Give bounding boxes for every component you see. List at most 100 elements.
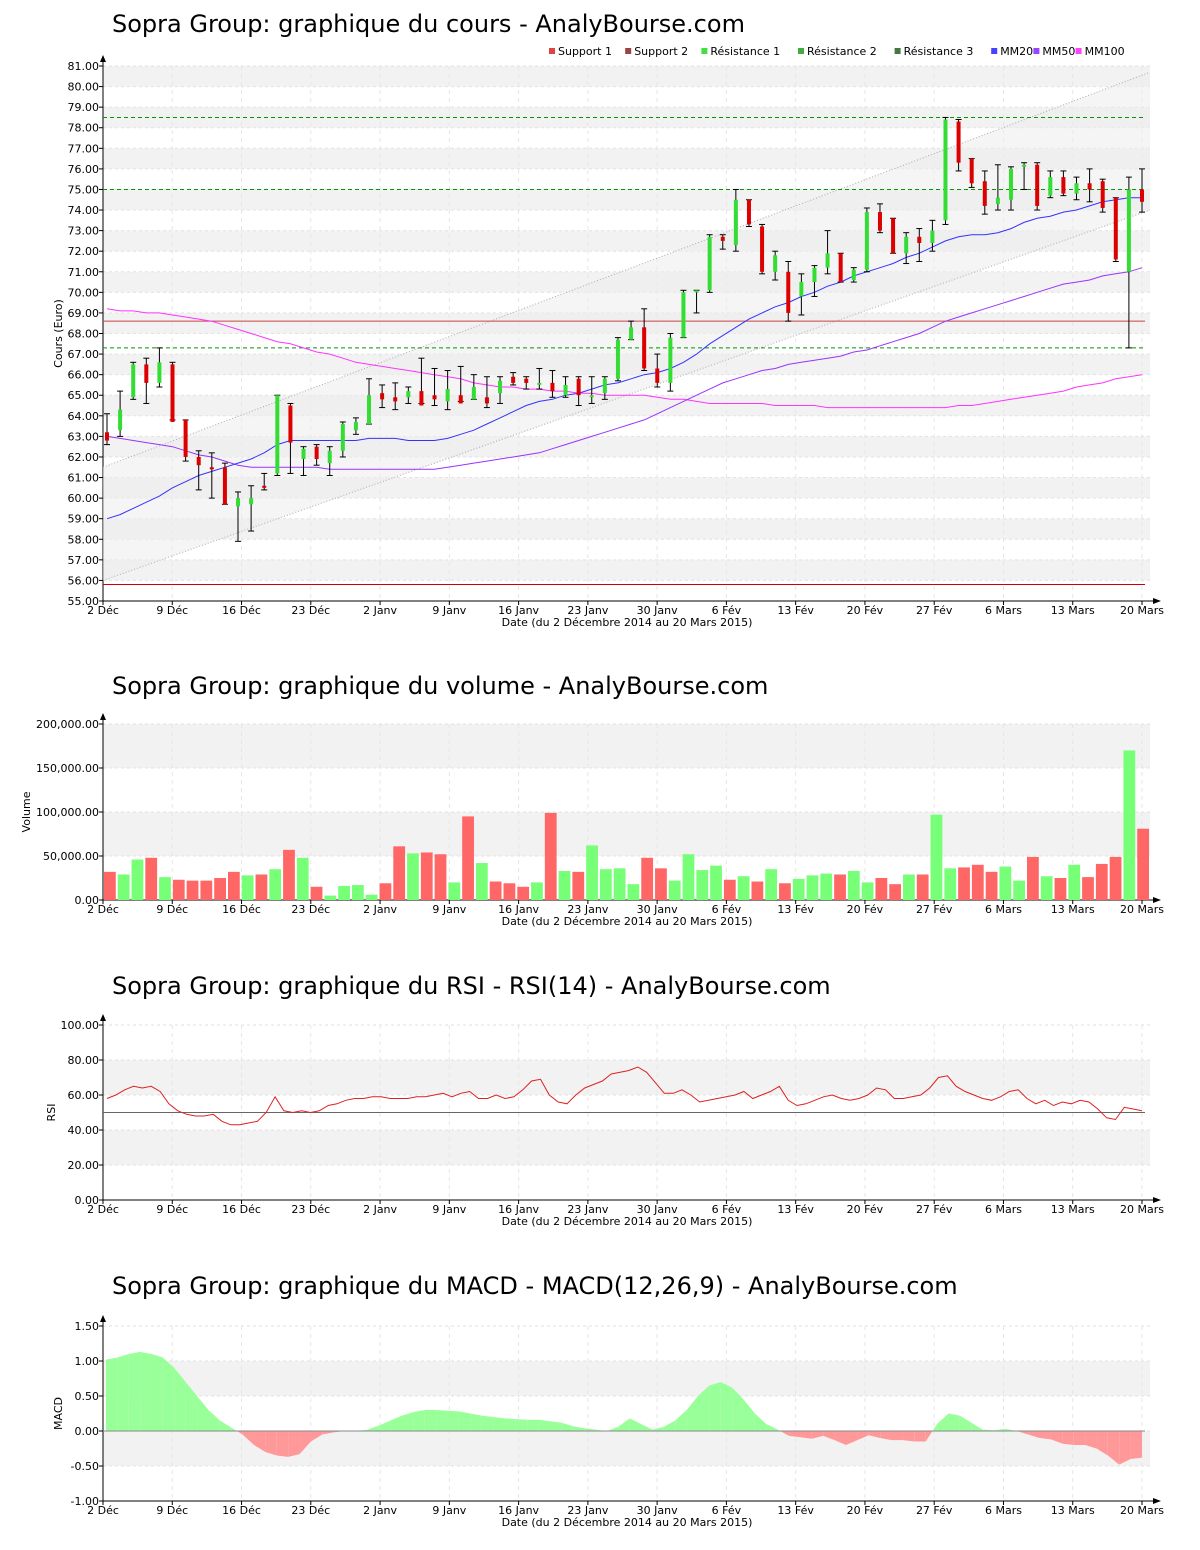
candle-down bbox=[222, 467, 227, 505]
macd-area-positive bbox=[766, 1424, 778, 1431]
volume-bar bbox=[283, 849, 295, 900]
candle-down bbox=[105, 432, 109, 441]
x-tick-label: 23 Déc bbox=[291, 1203, 330, 1216]
y-tick-label: 60.00 bbox=[68, 492, 100, 505]
y-tick-label: 61.00 bbox=[68, 472, 100, 485]
macd-area-negative bbox=[834, 1431, 846, 1445]
y-tick-label: 81.00 bbox=[68, 60, 100, 73]
x-axis-arrow bbox=[1153, 1498, 1161, 1504]
macd-area-positive bbox=[948, 1413, 960, 1431]
candle-up bbox=[602, 378, 607, 394]
y-tick-label: 58.00 bbox=[68, 533, 100, 546]
macd-area-positive bbox=[197, 1396, 209, 1431]
x-tick-label: 20 Fév bbox=[847, 903, 884, 916]
macd-area-positive bbox=[106, 1357, 118, 1431]
macd-area-negative bbox=[857, 1431, 869, 1441]
x-tick-label: 9 Déc bbox=[156, 604, 188, 617]
candle-up bbox=[236, 498, 241, 507]
x-tick-label: 27 Fév bbox=[916, 604, 953, 617]
x-tick-label: 9 Déc bbox=[156, 1504, 188, 1517]
volume-bar bbox=[599, 869, 612, 900]
candle-up bbox=[681, 292, 686, 338]
x-tick-label: 27 Fév bbox=[916, 1203, 953, 1216]
x-tick-label: 6 Fév bbox=[712, 604, 742, 617]
x-tick-label: 27 Fév bbox=[916, 903, 953, 916]
legend-swatch bbox=[701, 48, 708, 54]
x-tick-label: 6 Fév bbox=[712, 1504, 742, 1517]
grid-band bbox=[103, 1130, 1150, 1165]
x-tick-label: 6 Mars bbox=[985, 903, 1022, 916]
x-tick-label: 13 Mars bbox=[1051, 903, 1095, 916]
macd-area-positive bbox=[367, 1425, 380, 1431]
candle-down bbox=[419, 391, 424, 406]
volume-bar bbox=[131, 859, 144, 900]
y-tick-label: 59.00 bbox=[68, 513, 100, 526]
volume-bar bbox=[641, 857, 654, 900]
macd-area-positive bbox=[709, 1382, 721, 1431]
macd-area-negative bbox=[1096, 1431, 1108, 1456]
volume-bar bbox=[379, 883, 392, 900]
candle-down bbox=[956, 121, 961, 163]
volume-bar bbox=[737, 876, 750, 900]
rsi-chart-title: Sopra Group: graphique du RSI - RSI(14) … bbox=[112, 972, 831, 1000]
macd-area-negative bbox=[823, 1431, 835, 1441]
candle-down bbox=[511, 376, 516, 383]
volume-bar bbox=[1013, 880, 1026, 900]
macd-area-negative bbox=[1062, 1431, 1074, 1445]
candle-up bbox=[864, 212, 869, 270]
x-tick-label: 9 Janv bbox=[432, 903, 466, 916]
volume-bar bbox=[847, 870, 860, 900]
volume-bar bbox=[200, 880, 213, 900]
macd-area-positive bbox=[743, 1399, 755, 1431]
candle-up bbox=[157, 362, 162, 383]
y-tick-label: 70.00 bbox=[68, 286, 100, 299]
volume-bar bbox=[159, 877, 171, 900]
volume-bar bbox=[448, 882, 461, 900]
volume-bar bbox=[696, 870, 709, 900]
volume-bar bbox=[241, 875, 254, 900]
y-tick-label: -0.50 bbox=[71, 1460, 99, 1473]
x-axis-label: Date (du 2 Décembre 2014 au 20 Mars 2015… bbox=[502, 616, 753, 629]
macd-area-positive bbox=[698, 1385, 710, 1431]
candle-down bbox=[917, 236, 922, 243]
candle-down bbox=[1061, 177, 1066, 194]
volume-bar bbox=[186, 880, 199, 900]
volume-bar bbox=[517, 886, 530, 900]
x-tick-label: 2 Déc bbox=[87, 604, 119, 617]
candle-down bbox=[196, 456, 201, 466]
y-tick-label: 76.00 bbox=[68, 163, 100, 176]
macd-area-positive bbox=[470, 1413, 482, 1431]
x-tick-label: 2 Janv bbox=[363, 903, 397, 916]
x-tick-label: 20 Fév bbox=[847, 1203, 884, 1216]
mm100-line bbox=[106, 308, 1143, 409]
macd-area-positive bbox=[128, 1351, 141, 1431]
macd-area-positive bbox=[720, 1382, 733, 1431]
macd-area-negative bbox=[902, 1431, 915, 1442]
candle-up bbox=[615, 339, 620, 379]
volume-bar bbox=[779, 883, 791, 900]
x-tick-label: 16 Janv bbox=[498, 604, 539, 617]
legend-item: MM20 bbox=[1000, 45, 1033, 58]
volume-bar bbox=[1068, 864, 1081, 900]
volume-bar bbox=[420, 852, 433, 900]
trend-channel bbox=[103, 72, 1150, 581]
grid-band bbox=[103, 812, 1150, 856]
macd-area-negative bbox=[846, 1431, 858, 1445]
candle-down bbox=[209, 467, 214, 470]
volume-bar bbox=[613, 868, 626, 900]
legend-swatch bbox=[798, 48, 804, 54]
macd-area-negative bbox=[254, 1431, 266, 1452]
candle-up bbox=[707, 236, 712, 291]
volume-bar bbox=[985, 871, 998, 900]
volume-bar bbox=[351, 885, 364, 900]
volume-bar bbox=[310, 886, 323, 900]
candle-up bbox=[668, 337, 673, 383]
x-tick-label: 9 Déc bbox=[156, 903, 188, 916]
candle-down bbox=[484, 397, 489, 404]
candle-down bbox=[524, 378, 529, 383]
x-tick-label: 16 Janv bbox=[498, 903, 539, 916]
macd-area-positive bbox=[606, 1426, 619, 1431]
macd-area-negative bbox=[242, 1431, 254, 1445]
macd-chart-title: Sopra Group: graphique du MACD - MACD(12… bbox=[112, 1272, 958, 1300]
macd-area-negative bbox=[1085, 1431, 1097, 1449]
